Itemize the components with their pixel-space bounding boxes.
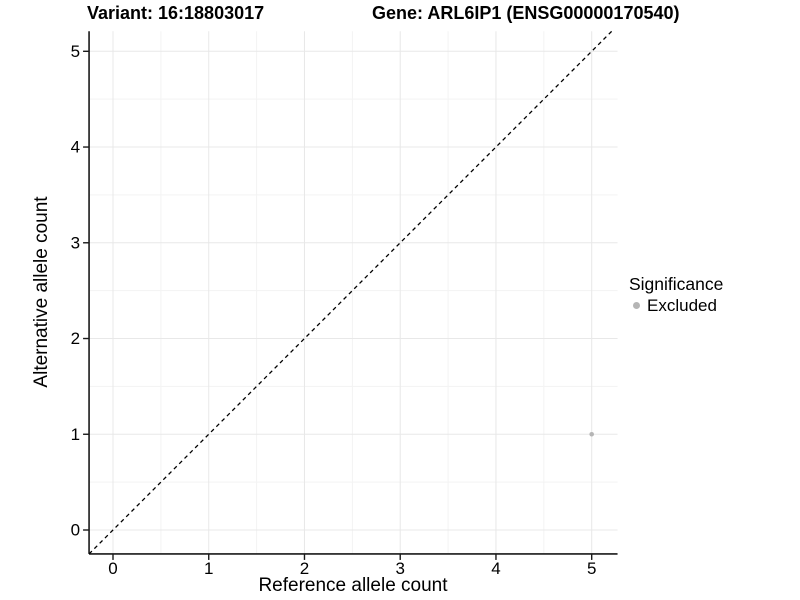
x-axis-title: Reference allele count [258,575,448,596]
legend: Significance Excluded [629,274,723,315]
gene-title: Gene: ARL6IP1 (ENSG00000170540) [372,3,680,23]
legend-title: Significance [629,274,724,294]
axis-lines [88,31,618,555]
x-tick-label: 3 [395,559,404,578]
identity-line-layer [88,30,613,555]
x-tick-label: 1 [204,559,213,578]
y-tick-label: 4 [71,138,80,157]
variant-title: Variant: 16:18803017 [87,3,265,23]
data-point [589,431,594,437]
x-tick-label: 2 [300,559,309,578]
x-tick-label: 5 [587,559,596,578]
y-tick-label: 5 [71,42,80,61]
x-tick-label: 4 [491,559,500,578]
legend-entry: Excluded [629,296,723,315]
axis-ticks [83,50,593,560]
identity-dashed-line [88,30,613,555]
tick-labels: 0 1 2 3 4 5 0 1 2 3 4 5 [71,42,597,578]
y-tick-label: 3 [71,233,80,252]
y-tick-label: 1 [71,425,80,444]
legend-entry-label: Excluded [647,296,717,315]
x-tick-label: 0 [108,559,117,578]
major-gridlines [89,31,618,554]
legend-point-swatch-icon [633,302,640,309]
y-axis-title: Alternative allele count [31,196,52,388]
data-points-layer [589,431,594,437]
y-tick-label: 0 [71,521,80,540]
y-tick-label: 2 [71,329,80,348]
minor-gridlines [89,31,618,554]
